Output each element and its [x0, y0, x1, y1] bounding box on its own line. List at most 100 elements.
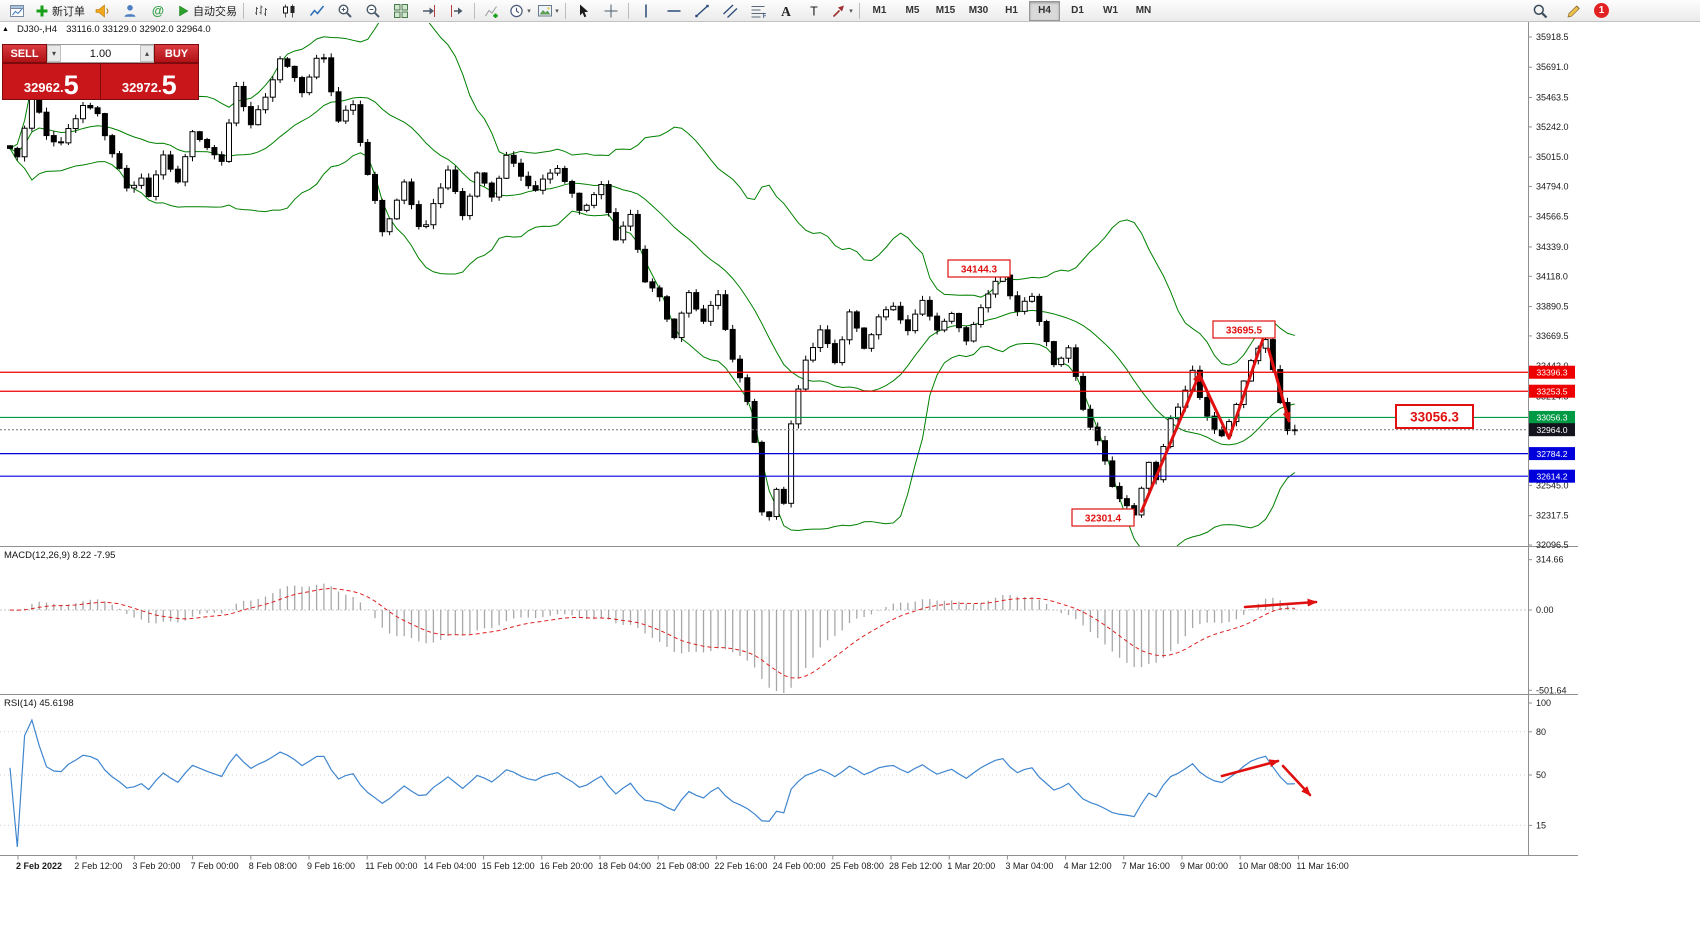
- indicators-button[interactable]: [478, 0, 506, 22]
- vertical-line-button[interactable]: [632, 0, 660, 22]
- candle-body: [269, 79, 276, 98]
- dropdown-caret-icon: ▾: [555, 7, 559, 15]
- chart-shift-icon: [449, 3, 465, 19]
- zoom-in-button[interactable]: [331, 0, 359, 22]
- svg-text:@: @: [152, 4, 164, 18]
- volume-increase-button[interactable]: ▴: [140, 45, 154, 62]
- timeframe-h4-button[interactable]: H4: [1029, 0, 1060, 21]
- price-annotation-label: 34144.3: [961, 265, 998, 276]
- edit-button[interactable]: [1560, 0, 1588, 22]
- volume-input[interactable]: 1.00: [89, 47, 112, 60]
- candle-body: [328, 57, 335, 93]
- candle-body: [306, 76, 313, 94]
- timeframe-h1-button[interactable]: H1: [1005, 5, 1018, 16]
- candle-body: [65, 128, 72, 144]
- equidistant-channel-button[interactable]: [716, 0, 744, 22]
- candle-body: [1211, 415, 1218, 431]
- candle-body: [430, 203, 437, 226]
- candle-body: [722, 294, 729, 330]
- profile-button[interactable]: [116, 0, 144, 22]
- trendline-button[interactable]: [688, 0, 716, 22]
- time-axis-label: 18 Feb 04:00: [598, 861, 651, 871]
- timeframe-m30-button[interactable]: M30: [968, 5, 989, 16]
- zoom-in-icon: [337, 3, 353, 19]
- zoom-out-button[interactable]: [359, 0, 387, 22]
- timeframe-m15-button[interactable]: M15: [935, 5, 956, 16]
- candle-body: [415, 204, 422, 228]
- candle-body: [1204, 396, 1211, 417]
- templates-button[interactable]: ▾: [534, 0, 562, 22]
- text-label-button[interactable]: T: [800, 0, 828, 22]
- bars-chart-icon: [253, 3, 269, 19]
- chart-shift-button[interactable]: [443, 0, 471, 22]
- timeframe-m1-button[interactable]: M1: [872, 5, 887, 16]
- timeframe-d1-button[interactable]: D1: [1071, 5, 1084, 16]
- price-annotation-box: [1395, 404, 1474, 429]
- buy-button[interactable]: BUY: [154, 44, 199, 63]
- arrows-icon: [831, 3, 847, 19]
- sell-button[interactable]: SELL: [2, 44, 47, 63]
- person-icon: [122, 3, 138, 19]
- periods-icon: [509, 3, 525, 19]
- volume-decrease-button[interactable]: ▾: [47, 45, 61, 62]
- candle-body: [1036, 295, 1043, 323]
- new-order-button[interactable]: 新订单: [31, 0, 88, 22]
- macd-histogram: [16, 583, 1296, 693]
- candle-body: [481, 172, 488, 184]
- timeframe-m5-button[interactable]: M5: [905, 5, 920, 16]
- arrows-button[interactable]: ▾: [828, 0, 856, 22]
- new-chart-button[interactable]: [3, 0, 31, 22]
- community-button[interactable]: @: [144, 0, 172, 22]
- notification-badge[interactable]: 1: [1594, 3, 1609, 18]
- horizontal-line-button[interactable]: [660, 0, 688, 22]
- crosshair-button[interactable]: [597, 0, 625, 22]
- timeframe-mn-button[interactable]: MN: [1135, 5, 1152, 16]
- candle-body: [861, 327, 868, 349]
- candle-body: [897, 305, 904, 321]
- candle-body: [218, 154, 225, 162]
- candle-body: [182, 156, 189, 183]
- periods-button[interactable]: ▾: [506, 0, 534, 22]
- candle-body: [1058, 357, 1065, 366]
- candle-body: [510, 154, 517, 164]
- cursor-button[interactable]: [569, 0, 597, 22]
- indicators-icon: [484, 3, 500, 19]
- crosshair-icon: [603, 3, 619, 19]
- broadcast-button[interactable]: [88, 0, 116, 22]
- timeframe-w1-button[interactable]: W1: [1103, 5, 1118, 16]
- candle-body: [656, 287, 663, 298]
- price-axis-label: 32545.0: [1536, 480, 1569, 490]
- auto-scroll-button[interactable]: [415, 0, 443, 22]
- bollinger-lower: [9, 148, 1296, 546]
- text-button[interactable]: A: [772, 0, 800, 22]
- candle-body: [883, 309, 889, 318]
- candle-body: [985, 293, 992, 309]
- tile-windows-button[interactable]: [387, 0, 415, 22]
- rsi-scale-label: 15: [1536, 820, 1546, 830]
- candle-body: [94, 107, 101, 115]
- candlestick-chart-button[interactable]: [275, 0, 303, 22]
- toolbar-separator: [243, 2, 244, 19]
- svg-text:F: F: [763, 11, 766, 19]
- trend-arrow: [1267, 347, 1291, 423]
- sell-price-display[interactable]: 32962. 5: [2, 63, 101, 100]
- candle-body: [977, 307, 984, 325]
- plus-green-icon: [34, 3, 50, 19]
- candle-body: [1021, 300, 1028, 312]
- bar-chart-button[interactable]: [247, 0, 275, 22]
- auto-trading-button[interactable]: 自动交易: [172, 0, 240, 22]
- candle-body: [174, 168, 181, 183]
- macd-arrow: [1243, 598, 1318, 609]
- candle-body: [116, 153, 123, 169]
- fibonacci-retracement-button[interactable]: F: [744, 0, 772, 22]
- candle-body: [948, 312, 955, 322]
- buy-price-display[interactable]: 32972. 5: [100, 63, 199, 100]
- candle-body: [299, 77, 305, 94]
- line-chart-button[interactable]: [303, 0, 331, 22]
- price-axis-label: 33669.5: [1536, 331, 1569, 341]
- templates-icon: [537, 3, 553, 19]
- candle-body: [956, 312, 962, 329]
- search-button[interactable]: [1526, 0, 1554, 22]
- macd-scale-label: 314.66: [1536, 555, 1564, 565]
